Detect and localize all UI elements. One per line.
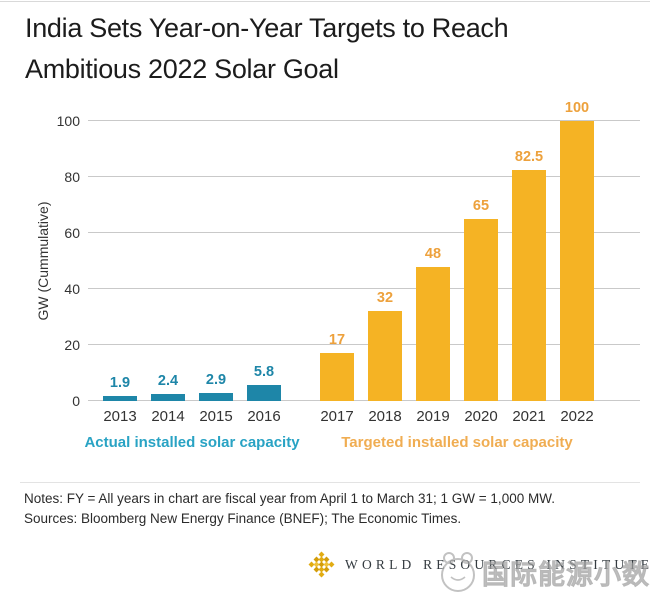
gridline xyxy=(88,344,640,345)
bar-value-label: 48 xyxy=(424,245,442,262)
bar-2013 xyxy=(103,395,137,401)
bar-2021 xyxy=(512,170,546,401)
bar-value-label: 1.9 xyxy=(109,374,131,391)
x-tick-label: 2018 xyxy=(368,408,402,425)
plot-area: 1.9 2.4 2.9 5.8 17 32 48 65 82.5 100 xyxy=(88,100,640,401)
bar-value-label: 5.8 xyxy=(253,363,275,380)
legend-actual-label: Actual installed solar capacity xyxy=(84,434,300,451)
page-title: India Sets Year-on-Year Targets to Reach… xyxy=(25,8,509,90)
bar-2018 xyxy=(368,311,402,401)
footer-divider xyxy=(20,482,640,483)
y-axis-ticks: 0 20 40 60 80 100 xyxy=(0,114,80,408)
bar-value-label: 2.4 xyxy=(157,373,179,390)
gridline xyxy=(88,232,640,233)
x-tick-label: 2017 xyxy=(320,408,354,425)
notes-block: Notes: FY = All years in chart are fisca… xyxy=(24,489,555,529)
y-tick-label: 20 xyxy=(64,337,80,353)
bar-2016 xyxy=(247,384,281,401)
gridline xyxy=(88,288,640,289)
gridline xyxy=(88,176,640,177)
y-tick-label: 80 xyxy=(64,169,80,185)
wri-logo-icon xyxy=(308,551,335,578)
title-line-1: India Sets Year-on-Year Targets to Reach xyxy=(25,13,509,43)
y-tick-label: 0 xyxy=(72,393,80,409)
footer-logo: WORLD RESOURCES INSTITUTE xyxy=(308,551,650,578)
notes-line: Notes: FY = All years in chart are fisca… xyxy=(24,491,555,506)
bar-2020 xyxy=(464,219,498,401)
x-tick-label: 2016 xyxy=(247,408,281,425)
gridline xyxy=(88,400,640,401)
bar-value-label: 17 xyxy=(328,332,346,349)
top-divider xyxy=(0,1,650,2)
bar-2019 xyxy=(416,266,450,401)
x-tick-label: 2019 xyxy=(416,408,450,425)
bar-value-label: 100 xyxy=(564,100,590,116)
title-line-2: Ambitious 2022 Solar Goal xyxy=(25,54,339,84)
bar-2022 xyxy=(560,121,594,401)
watermark-face-icon xyxy=(438,549,478,595)
x-tick-label: 2014 xyxy=(151,408,185,425)
y-tick-label: 60 xyxy=(64,225,80,241)
bar-2017 xyxy=(320,353,354,401)
sources-line: Sources: Bloomberg New Energy Finance (B… xyxy=(24,511,462,526)
bar-2015 xyxy=(199,392,233,401)
watermark: 国际能源小数据 xyxy=(438,549,650,595)
x-tick-label: 2013 xyxy=(103,408,137,425)
y-tick-label: 40 xyxy=(64,281,80,297)
watermark-text: 国际能源小数据 xyxy=(482,559,650,590)
bar-2014 xyxy=(151,394,185,401)
wri-logo-text: WORLD RESOURCES INSTITUTE xyxy=(345,556,650,572)
bar-value-label: 32 xyxy=(376,290,394,307)
bar-value-label: 2.9 xyxy=(205,371,227,388)
x-tick-label: 2021 xyxy=(512,408,546,425)
x-tick-label: 2022 xyxy=(560,408,594,425)
x-tick-label: 2015 xyxy=(199,408,233,425)
y-tick-label: 100 xyxy=(56,113,80,129)
bar-value-label: 65 xyxy=(472,198,490,214)
x-tick-label: 2020 xyxy=(464,408,498,425)
gridline xyxy=(88,120,640,121)
legend-targeted-label: Targeted installed solar capacity xyxy=(341,434,573,451)
bar-value-label: 82.5 xyxy=(514,149,544,165)
x-axis-labels: 2013 2014 2015 2016 2017 2018 2019 2020 2021 2022 xyxy=(0,408,650,428)
